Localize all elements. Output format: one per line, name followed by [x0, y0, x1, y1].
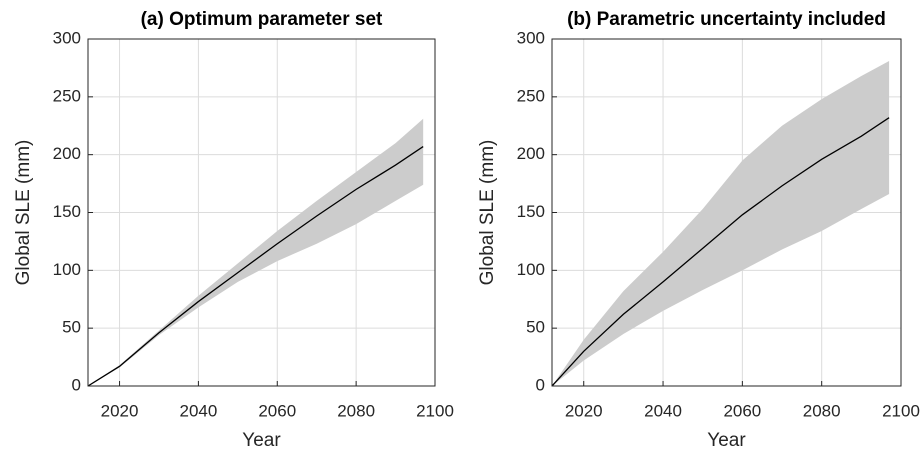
x-axis-label: Year: [707, 430, 746, 451]
plot-frame: [87, 38, 436, 387]
plot-frame: [551, 38, 902, 387]
x-tick-label: 2040: [179, 401, 217, 420]
chart-panel: 0 50 100 150 200 250 300 2020 2040 2060 2080 2100 (b…: [477, 9, 920, 451]
y-axis-label: Global SLE (mm): [13, 140, 34, 286]
x-tick-label: 2100: [882, 401, 920, 420]
chart-title: (a) Optimum parameter set: [141, 9, 383, 30]
y-tick-label: 150: [517, 202, 545, 221]
y-tick-label: 50: [62, 318, 81, 337]
y-tick-label: 250: [53, 86, 81, 105]
y-tick-label: 200: [53, 144, 81, 163]
y-tick-label: 300: [517, 28, 545, 47]
chart-title: (b) Parametric uncertainty included: [567, 9, 886, 30]
x-tick-label: 2080: [337, 401, 375, 420]
median-line: [87, 146, 424, 387]
y-tick-label: 100: [53, 260, 81, 279]
x-tick-label: 2100: [416, 401, 454, 420]
y-tick-label: 100: [517, 260, 545, 279]
x-tick-label: 2060: [258, 401, 296, 420]
y-axis-label: Global SLE (mm): [477, 140, 498, 286]
x-tick-label: 2040: [644, 401, 682, 420]
uncertainty-band: [88, 118, 424, 386]
y-tick-label: 300: [53, 28, 81, 47]
chart-panel: 0 50 100 150 200 250 300 2020 2040 2060 2080 2100 (a…: [13, 9, 454, 451]
y-tick-label: 0: [72, 375, 81, 394]
y-tick-label: 50: [526, 318, 545, 337]
x-tick-label: 2020: [101, 401, 139, 420]
y-tick-label: 200: [517, 144, 545, 163]
x-tick-label: 2060: [723, 401, 761, 420]
y-tick-label: 150: [53, 202, 81, 221]
median-line: [551, 117, 890, 387]
uncertainty-band: [552, 60, 890, 387]
y-tick-label: 250: [517, 86, 545, 105]
x-tick-label: 2080: [803, 401, 841, 420]
x-axis-label: Year: [242, 430, 281, 451]
x-tick-label: 2020: [565, 401, 603, 420]
y-tick-label: 0: [536, 375, 545, 394]
